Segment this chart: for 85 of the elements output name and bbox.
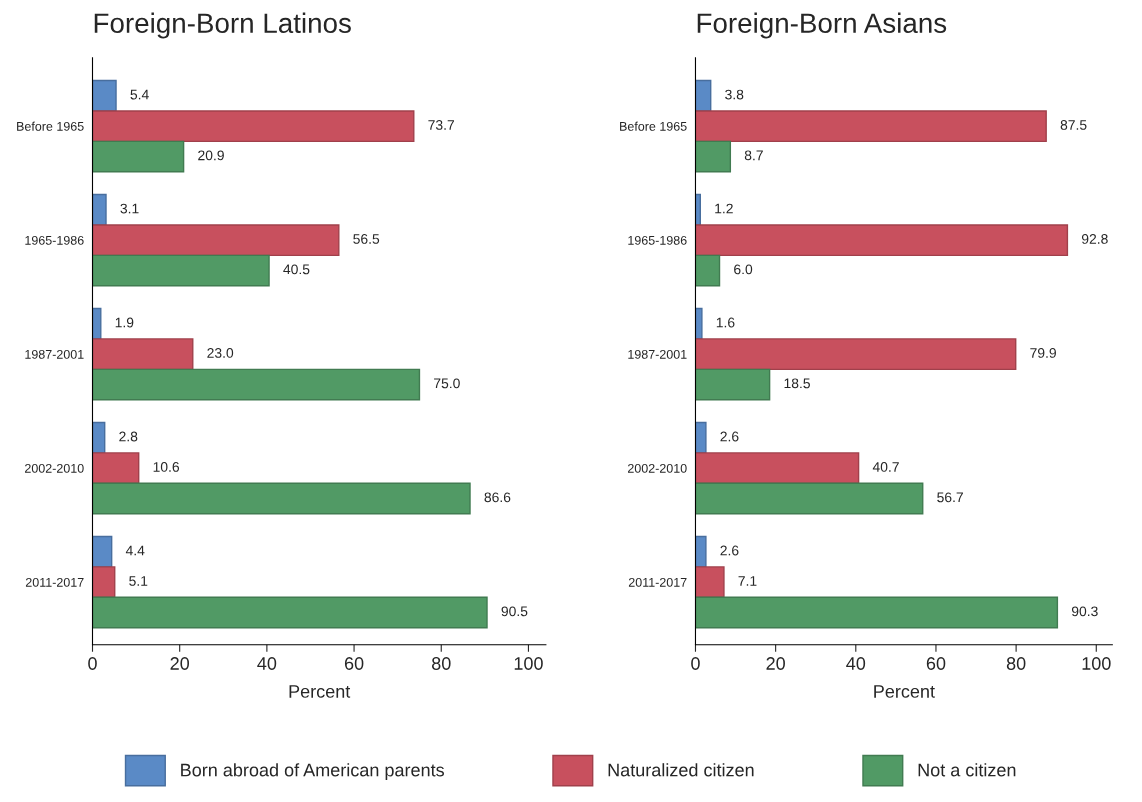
bar	[92, 254, 270, 287]
bar	[695, 482, 924, 515]
chart-title: Foreign-Born Latinos	[94, 12, 351, 39]
y-tick-label: 1965-1986	[628, 235, 687, 245]
bar	[695, 535, 707, 568]
data-label: 92.8	[1081, 234, 1108, 244]
data-label: 90.3	[1071, 606, 1098, 617]
bar	[92, 368, 421, 401]
bar	[695, 110, 1047, 143]
bar	[695, 566, 725, 599]
bar	[695, 140, 732, 173]
data-label: 1.2	[715, 203, 733, 214]
x-tick-label: 100	[1082, 657, 1111, 670]
x-tick-label: 100	[514, 657, 543, 670]
bar	[92, 224, 340, 257]
data-label: 1.6	[716, 317, 735, 328]
data-label: 23.0	[207, 348, 234, 358]
y-tick-label: 1965-1986	[25, 235, 84, 245]
x-tick-label: 60	[926, 657, 946, 670]
y-tick-label: 1987-2001	[628, 349, 687, 359]
data-label: 90.5	[501, 606, 528, 617]
bar	[92, 193, 107, 226]
bar	[92, 452, 140, 485]
bar	[92, 566, 116, 599]
bar	[695, 421, 707, 454]
data-label: 3.1	[120, 203, 139, 214]
y-tick-label: Before 1965	[17, 121, 84, 131]
bar	[695, 452, 860, 485]
data-label: 5.4	[130, 89, 149, 100]
bar	[695, 338, 1017, 371]
x-tick-label: 0	[88, 657, 97, 670]
x-axis-title: Percent	[289, 685, 351, 698]
data-label: 18.5	[784, 378, 810, 389]
x-tick-label: 60	[344, 657, 364, 670]
bar	[92, 140, 185, 173]
data-label: 75.0	[434, 378, 460, 389]
x-tick-label: 80	[431, 657, 451, 670]
bar	[695, 307, 703, 340]
x-tick-label: 0	[691, 657, 700, 670]
data-label: 56.7	[937, 492, 963, 503]
data-label: 87.5	[1060, 120, 1087, 130]
bar	[92, 110, 415, 143]
data-label: 5.1	[129, 576, 148, 586]
bar	[695, 254, 721, 287]
data-label: 79.9	[1030, 348, 1056, 358]
legend-label: Not a citizen	[918, 763, 1016, 777]
data-label: 40.7	[872, 462, 899, 472]
data-label: 2.6	[720, 431, 739, 442]
legend-label: Naturalized citizen	[608, 763, 754, 777]
data-label: 10.6	[153, 462, 180, 472]
data-label: 1.9	[115, 317, 134, 328]
data-label: 3.8	[725, 89, 744, 100]
x-tick-label: 20	[766, 657, 785, 670]
y-tick-label: Before 1965	[620, 121, 687, 131]
bar	[92, 79, 117, 112]
bar	[92, 482, 471, 515]
y-tick-label: 2011-2017	[25, 577, 84, 587]
bar	[92, 338, 194, 371]
data-label: 6.0	[734, 264, 753, 275]
bar	[695, 368, 771, 401]
data-label: 2.8	[119, 431, 138, 442]
bar	[92, 535, 113, 568]
y-tick-label: 1987-2001	[25, 349, 84, 359]
x-tick-label: 80	[1006, 657, 1026, 670]
data-label: 20.9	[198, 150, 224, 161]
y-tick-label: 2002-2010	[628, 463, 687, 473]
data-label: 86.6	[484, 492, 511, 503]
data-label: 7.1	[738, 576, 757, 586]
chart-title: Foreign-Born Asians	[697, 12, 947, 39]
data-label: 40.5	[283, 264, 310, 275]
y-tick-label: 2011-2017	[628, 577, 687, 587]
bar	[695, 224, 1069, 257]
data-label: 8.7	[744, 150, 763, 161]
bar	[695, 596, 1059, 629]
bar	[92, 596, 488, 629]
x-tick-label: 40	[257, 657, 277, 670]
data-label: 4.4	[125, 545, 145, 556]
data-label: 56.5	[353, 234, 380, 244]
legend-label: Born abroad of American parents	[181, 763, 444, 781]
x-axis-title: Percent	[874, 685, 935, 698]
x-tick-label: 40	[846, 657, 866, 670]
data-label: 73.7	[428, 120, 455, 130]
data-label: 2.6	[720, 545, 739, 556]
y-tick-label: 2002-2010	[25, 463, 84, 473]
x-tick-label: 20	[170, 657, 190, 670]
